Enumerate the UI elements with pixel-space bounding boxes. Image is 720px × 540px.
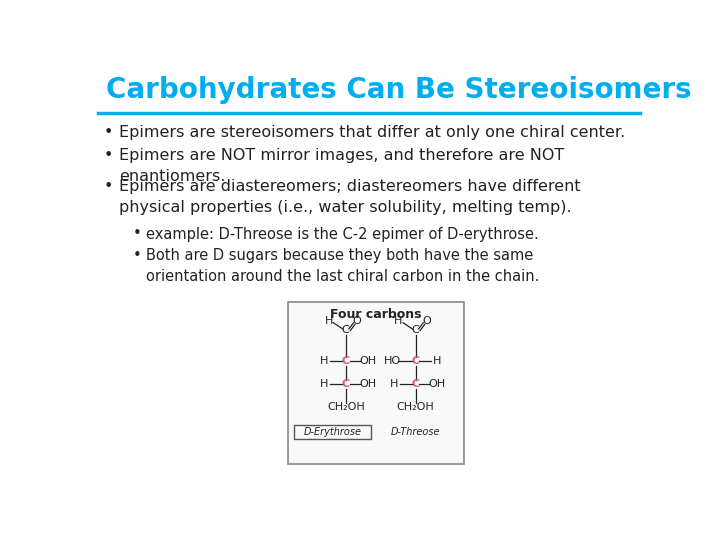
Text: H: H — [390, 379, 398, 389]
Text: HO: HO — [384, 356, 401, 366]
Text: H: H — [395, 316, 402, 326]
Text: C: C — [412, 326, 419, 335]
Text: H: H — [320, 356, 328, 366]
Text: OH: OH — [359, 356, 376, 366]
Text: Carbohydrates Can Be Stereoisomers: Carbohydrates Can Be Stereoisomers — [106, 76, 691, 104]
Text: CH₂OH: CH₂OH — [327, 402, 364, 413]
Text: Both are D sugars because they both have the same
orientation around the last ch: Both are D sugars because they both have… — [145, 248, 539, 284]
Text: OH: OH — [428, 379, 446, 389]
Text: example: D-Threose is the C-2 epimer of D-erythrose.: example: D-Threose is the C-2 epimer of … — [145, 226, 539, 241]
Text: •: • — [104, 125, 113, 140]
Text: Epimers are stereoisomers that differ at only one chiral center.: Epimers are stereoisomers that differ at… — [120, 125, 626, 140]
Text: D-Erythrose: D-Erythrose — [304, 427, 361, 437]
Text: •: • — [104, 179, 113, 194]
Text: H: H — [325, 316, 333, 326]
Text: OH: OH — [359, 379, 376, 389]
Text: •: • — [132, 226, 141, 241]
Text: C: C — [342, 356, 350, 366]
Text: O: O — [352, 316, 361, 326]
Text: CH₂OH: CH₂OH — [397, 402, 434, 413]
Text: H: H — [320, 379, 328, 389]
Text: H: H — [433, 356, 441, 366]
Text: O: O — [422, 316, 431, 326]
Bar — [294, 425, 372, 439]
Bar — [287, 302, 464, 464]
Text: •: • — [132, 248, 141, 263]
Text: C: C — [342, 379, 350, 389]
Text: D-Threose: D-Threose — [391, 427, 440, 437]
Text: •: • — [104, 148, 113, 163]
Text: Four carbons: Four carbons — [330, 308, 422, 321]
Text: C: C — [342, 326, 350, 335]
Text: Epimers are diastereomers; diastereomers have different
physical properties (i.e: Epimers are diastereomers; diastereomers… — [120, 179, 581, 215]
Text: C: C — [411, 379, 420, 389]
Text: Epimers are NOT mirror images, and therefore are NOT
enantiomers.: Epimers are NOT mirror images, and there… — [120, 148, 564, 184]
Text: C: C — [411, 356, 420, 366]
